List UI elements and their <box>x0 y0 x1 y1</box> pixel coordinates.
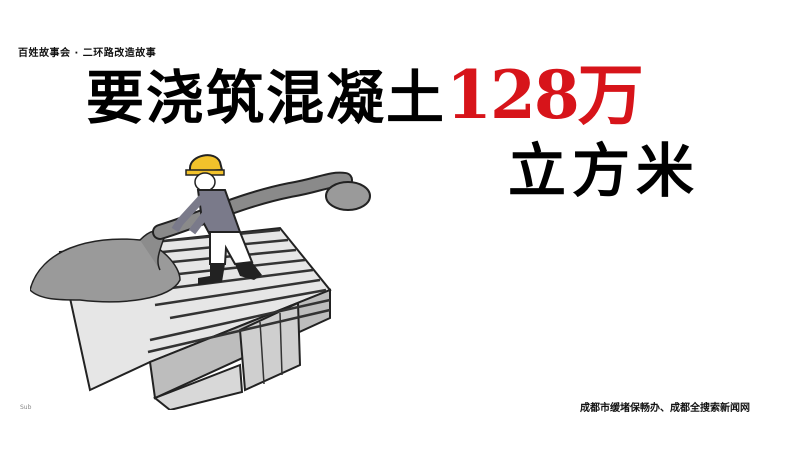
concrete-hose <box>152 171 371 240</box>
concrete-pile <box>30 230 181 303</box>
headline-number: 128万 <box>446 56 644 134</box>
worker-pouring-concrete-illustration <box>30 154 371 410</box>
worker <box>171 154 262 285</box>
page-mark: Sub <box>20 404 32 411</box>
headline-unit: 立方米 <box>508 137 701 205</box>
headline: 要浇筑混凝土128万 <box>86 62 644 128</box>
credit-line: 成都市缓堵保畅办、成都全搜索新闻网 <box>580 403 750 414</box>
headline-text: 要浇筑混凝土 <box>86 64 447 132</box>
series-tag: 百姓故事会 · 二环路改造故事 <box>18 48 157 59</box>
